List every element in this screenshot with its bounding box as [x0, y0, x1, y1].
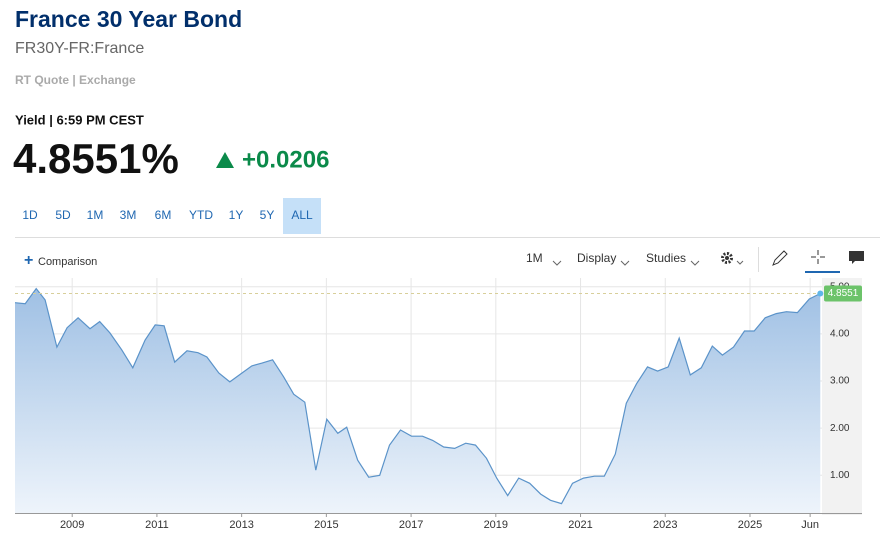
range-button[interactable]: 6M: [155, 208, 172, 222]
title: France 30 Year Bond: [15, 6, 242, 32]
range-button[interactable]: 1D: [22, 208, 38, 222]
x-tick-label: 2011: [145, 519, 169, 531]
settings-icon[interactable]: [721, 252, 744, 265]
plus-icon[interactable]: +: [24, 252, 33, 269]
studies-button[interactable]: Studies: [646, 251, 686, 265]
y-axis-panel: [822, 278, 862, 515]
x-tick-label: 2013: [229, 519, 253, 531]
y-tick-label: 4.00: [830, 328, 850, 339]
quote-source: RT Quote | Exchange: [15, 73, 136, 87]
range-button-active: [283, 198, 321, 234]
annotation-icon[interactable]: [849, 251, 864, 264]
draw-icon[interactable]: [772, 250, 788, 266]
line: [14, 287, 821, 505]
range-button[interactable]: 3M: [120, 208, 137, 222]
range-button[interactable]: 5Y: [260, 208, 275, 222]
x-tick-label: 2025: [738, 519, 762, 531]
x-tick-label: 2021: [568, 519, 592, 531]
x-tick-label: 2017: [399, 519, 423, 531]
x-tick-label: 2019: [484, 519, 508, 531]
range-button[interactable]: 5D: [55, 208, 71, 222]
x-tick-label: 2009: [60, 519, 84, 531]
caret: [690, 260, 700, 266]
range-button[interactable]: 1M: [87, 208, 104, 222]
area: [15, 288, 821, 513]
last-value-label: 4.8551: [828, 288, 859, 299]
y-tick-label: 1.00: [830, 470, 850, 481]
range-button[interactable]: YTD: [189, 208, 213, 222]
yield-label: Yield | 6:59 PM CEST: [15, 112, 144, 127]
y-tick-label: 3.00: [830, 376, 850, 387]
interval-button[interactable]: 1M: [526, 251, 543, 265]
comparison-button[interactable]: Comparison: [38, 256, 97, 268]
symbol: FR30Y-FR:France: [15, 40, 144, 57]
range-button[interactable]: ALL: [291, 208, 313, 222]
change: +0.0206: [242, 146, 329, 173]
caret: [620, 260, 630, 266]
price: 4.8551%: [13, 135, 179, 182]
crosshair-icon[interactable]: [811, 250, 825, 264]
x-tick-label: 2023: [653, 519, 677, 531]
y-tick-label: 2.00: [830, 423, 850, 434]
x-tick-label: 2015: [314, 519, 338, 531]
range-button[interactable]: 1Y: [229, 208, 244, 222]
display-button[interactable]: Display: [577, 251, 616, 265]
up-arrow: [216, 152, 234, 168]
x-tick-label: Jun: [801, 519, 819, 531]
last-value-badge: [824, 285, 862, 302]
last-point: [817, 290, 824, 297]
caret: [552, 260, 562, 266]
